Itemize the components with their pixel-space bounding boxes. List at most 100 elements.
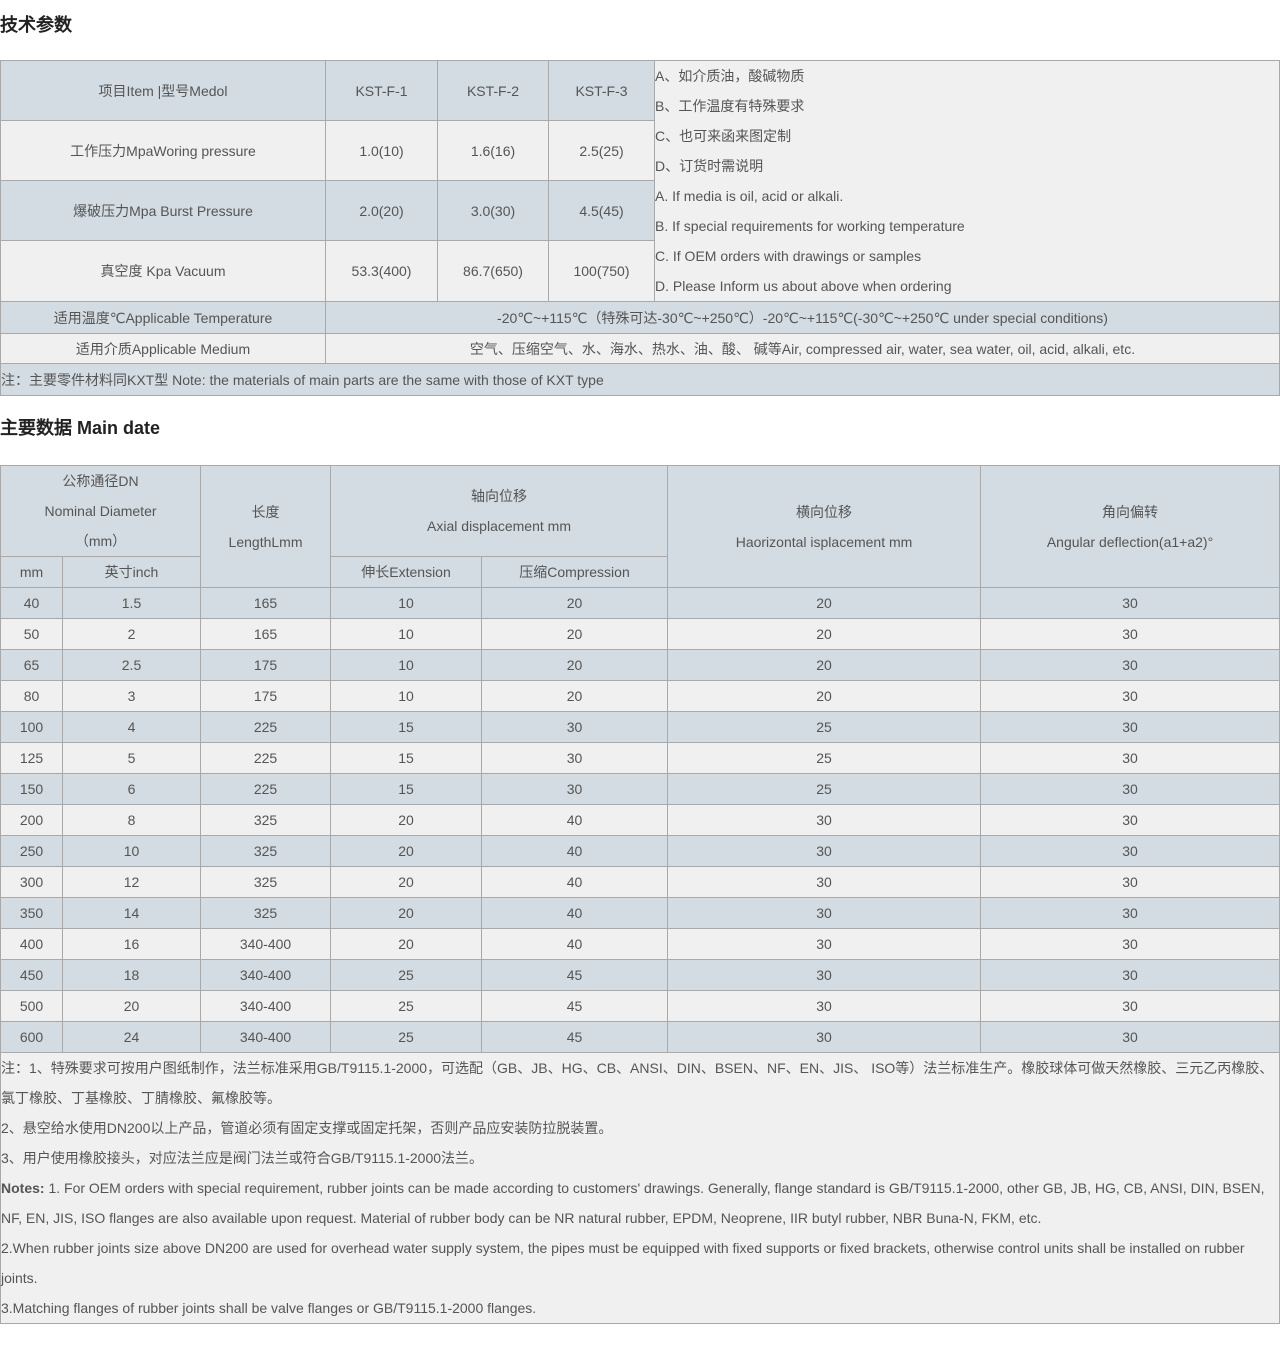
header-dn: 公称通径DN Nominal Diameter （mm）	[0, 465, 202, 557]
cell-length: 340-400	[200, 959, 332, 991]
spec-note: 注：主要零件材料同KXT型 Note: the materials of mai…	[0, 363, 1280, 396]
cell-extension: 20	[330, 897, 483, 929]
cell-extension: 10	[330, 618, 483, 650]
header-inch: 英寸inch	[61, 556, 202, 588]
table-row: 40 1.5 165 10 20 20 30	[0, 587, 1280, 619]
cell-extension: 15	[330, 742, 483, 774]
table-row: 150 6 225 15 30 25 30	[0, 773, 1280, 805]
table-row: 500 20 340-400 25 45 30 30	[0, 990, 1280, 1022]
cell-dn-inch: 18	[61, 959, 202, 991]
cell-lateral: 20	[667, 618, 982, 650]
cell-dn-inch: 24	[61, 1021, 202, 1053]
table-row: 200 8 325 20 40 30 30	[0, 804, 1280, 836]
spec-value: 86.7(650)	[437, 240, 549, 302]
cell-dn-inch: 6	[61, 773, 202, 805]
notes-label: Notes:	[1, 1180, 45, 1196]
cell-lateral: 20	[667, 587, 982, 619]
cell-compression: 40	[481, 928, 669, 960]
main-notes: 注：1、特殊要求可按用户图纸制作，法兰标准采用GB/T9115.1-2000，可…	[0, 1052, 1280, 1324]
cell-angular: 30	[980, 897, 1280, 929]
cell-extension: 10	[330, 587, 483, 619]
spec-label: 真空度 Kpa Vacuum	[0, 240, 326, 302]
table-row: 450 18 340-400 25 45 30 30	[0, 959, 1280, 991]
cell-compression: 45	[481, 959, 669, 991]
note-en-text: 2.When rubber joints size above DN200 ar…	[1, 1240, 1245, 1286]
medium-value: 空气、压缩空气、水、海水、热水、油、酸、 碱等Air, compressed a…	[325, 333, 1280, 364]
cell-length: 325	[200, 897, 332, 929]
cell-angular: 30	[980, 959, 1280, 991]
cell-length: 175	[200, 649, 332, 681]
cell-lateral: 30	[667, 1021, 982, 1053]
note-en-text: 3.Matching flanges of rubber joints shal…	[1, 1300, 537, 1316]
cell-angular: 30	[980, 680, 1280, 712]
cell-length: 340-400	[200, 928, 332, 960]
spec-value: 53.3(400)	[325, 240, 438, 302]
cell-length: 340-400	[200, 1021, 332, 1053]
table-row: 125 5 225 15 30 25 30	[0, 742, 1280, 774]
cell-dn-inch: 14	[61, 897, 202, 929]
cell-lateral: 25	[667, 711, 982, 743]
note-en: 3.Matching flanges of rubber joints shal…	[1, 1293, 1279, 1323]
cell-lateral: 30	[667, 928, 982, 960]
cell-length: 325	[200, 804, 332, 836]
spec-side-notes: A、如介质油，酸碱物质 B、工作温度有特殊要求 C、也可来函来图定制 D、订货时需说明…	[654, 60, 1280, 302]
table-row: 350 14 325 20 40 30 30	[0, 897, 1280, 929]
cell-dn-mm: 600	[0, 1021, 63, 1053]
side-note: C. If OEM orders with drawings or sample…	[655, 248, 922, 264]
cell-dn-mm: 500	[0, 990, 63, 1022]
cell-compression: 45	[481, 1021, 669, 1053]
cell-dn-inch: 20	[61, 990, 202, 1022]
cell-dn-mm: 350	[0, 897, 63, 929]
main-header-row: 公称通径DN Nominal Diameter （mm） 长度 LengthLmm 轴…	[0, 465, 1280, 588]
cell-extension: 25	[330, 990, 483, 1022]
side-note: A. If media is oil, acid or alkali.	[655, 188, 844, 204]
cell-compression: 20	[481, 587, 669, 619]
cell-angular: 30	[980, 618, 1280, 650]
cell-extension: 15	[330, 711, 483, 743]
cell-dn-mm: 400	[0, 928, 63, 960]
spec-header-row: 项目Item |型号Medol KST-F-1 KST-F-2 KST-F-3 …	[0, 60, 1280, 302]
cell-length: 325	[200, 866, 332, 898]
table-row: 300 12 325 20 40 30 30	[0, 866, 1280, 898]
spec-temp-row: 适用温度℃Applicable Temperature -20℃~+115℃（特殊…	[0, 301, 1280, 334]
cell-compression: 30	[481, 742, 669, 774]
note-cn: 注：1、特殊要求可按用户图纸制作，法兰标准采用GB/T9115.1-2000，可…	[1, 1060, 1274, 1106]
spec-header-model: KST-F-3	[548, 60, 655, 121]
cell-dn-inch: 5	[61, 742, 202, 774]
cell-length: 175	[200, 680, 332, 712]
cell-dn-mm: 300	[0, 866, 63, 898]
cell-compression: 40	[481, 835, 669, 867]
spec-value: 2.5(25)	[548, 120, 655, 181]
header-length: 长度 LengthLmm	[200, 465, 332, 588]
cell-dn-mm: 150	[0, 773, 63, 805]
cell-dn-mm: 40	[0, 587, 63, 619]
cell-dn-inch: 4	[61, 711, 202, 743]
note-en-text: 1. For OEM orders with special requireme…	[1, 1180, 1265, 1226]
cell-compression: 40	[481, 804, 669, 836]
spec-value: 100(750)	[548, 240, 655, 302]
side-note: D. Please Inform us about above when ord…	[655, 278, 952, 294]
cell-dn-inch: 10	[61, 835, 202, 867]
cell-extension: 25	[330, 959, 483, 991]
note-en: 2.When rubber joints size above DN200 ar…	[1, 1233, 1279, 1293]
note-cn: 3、用户使用橡胶接头，对应法兰应是阀门法兰或符合GB/T9115.1-2000法…	[1, 1150, 484, 1166]
cell-lateral: 30	[667, 866, 982, 898]
cell-extension: 20	[330, 804, 483, 836]
spec-note-row: 注：主要零件材料同KXT型 Note: the materials of mai…	[0, 363, 1280, 396]
cell-lateral: 30	[667, 897, 982, 929]
cell-dn-inch: 2.5	[61, 649, 202, 681]
cell-extension: 25	[330, 1021, 483, 1053]
cell-extension: 20	[330, 835, 483, 867]
side-note: C、也可来函来图定制	[655, 128, 792, 144]
cell-angular: 30	[980, 804, 1280, 836]
cell-length: 225	[200, 711, 332, 743]
main-notes-row: 注：1、特殊要求可按用户图纸制作，法兰标准采用GB/T9115.1-2000，可…	[0, 1052, 1280, 1324]
cell-angular: 30	[980, 835, 1280, 867]
cell-angular: 30	[980, 928, 1280, 960]
side-note: B. If special requirements for working t…	[655, 218, 965, 234]
side-note: B、工作温度有特殊要求	[655, 98, 805, 114]
cell-compression: 40	[481, 866, 669, 898]
note-en: Notes: 1. For OEM orders with special re…	[1, 1173, 1279, 1233]
cell-compression: 20	[481, 680, 669, 712]
cell-dn-inch: 8	[61, 804, 202, 836]
